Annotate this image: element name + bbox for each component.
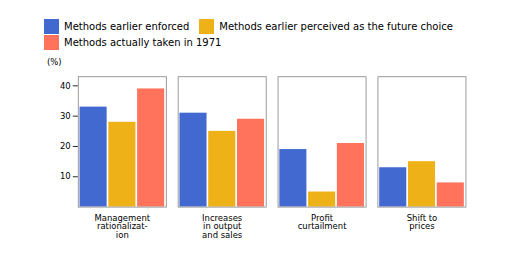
html-text:Methods earlier perceived as t: Methods earlier perceived as the future …	[219, 20, 453, 32]
svg-text:20: 20	[60, 141, 71, 151]
svg-text:Shift toprices: Shift toprices	[407, 213, 437, 231]
svg-text:Managementrationalizat-ion: Managementrationalizat-ion	[94, 213, 150, 240]
svg-text:40: 40	[60, 81, 71, 91]
svg-text:10: 10	[60, 171, 71, 181]
html-text:Methods earlier enforced: Methods earlier enforced	[64, 20, 190, 32]
svg-text:30: 30	[60, 111, 71, 121]
svg-text:Profitcurtailment: Profitcurtailment	[298, 213, 347, 231]
svg-text:(%): (%)	[47, 57, 62, 67]
svg-text:Increasesin outputand sales: Increasesin outputand sales	[202, 213, 242, 240]
html-text:Methods actually taken in 1971: Methods actually taken in 1971	[64, 37, 222, 49]
